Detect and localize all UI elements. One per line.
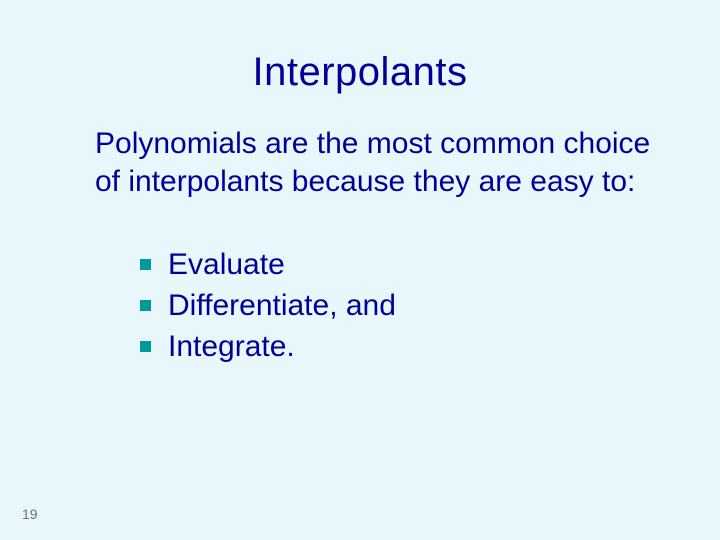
bullet-list: Evaluate Differentiate, and Integrate.	[0, 245, 720, 366]
bullet-text: Integrate.	[168, 330, 295, 363]
slide: Interpolants Polynomials are the most co…	[0, 0, 720, 540]
bullet-text: Evaluate	[168, 248, 285, 281]
list-item: Evaluate	[140, 245, 720, 284]
list-item: Integrate.	[140, 327, 720, 366]
list-item: Differentiate, and	[140, 286, 720, 325]
page-number: 19	[22, 506, 38, 522]
bullet-text: Differentiate, and	[168, 289, 396, 322]
slide-title: Interpolants	[0, 0, 720, 105]
slide-body-text: Polynomials are the most common choice o…	[0, 105, 720, 200]
